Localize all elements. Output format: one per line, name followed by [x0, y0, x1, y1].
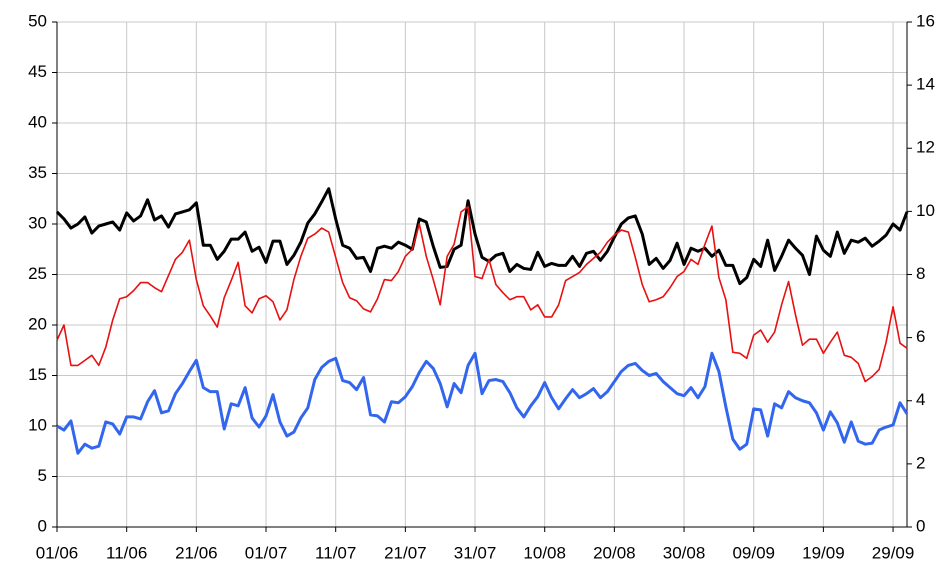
- x-tick-label: 21/06: [175, 543, 218, 562]
- y2-tick-label: 16: [916, 11, 935, 30]
- y-tick-label: 5: [38, 466, 47, 485]
- series-line: [55, 187, 909, 286]
- x-tick-label: 20/08: [593, 543, 636, 562]
- x-tick-label: 01/06: [36, 543, 79, 562]
- y-tick-label: 50: [28, 11, 47, 30]
- x-tick-label: 09/09: [732, 543, 775, 562]
- y-tick-label: 45: [28, 62, 47, 81]
- y2-tick-label: 8: [916, 264, 925, 283]
- series-line: [56, 206, 908, 383]
- y2-tick-label: 12: [916, 138, 935, 157]
- y-tick-label: 20: [28, 314, 47, 333]
- y2-tick-label: 10: [916, 201, 935, 220]
- y-tick-label: 35: [28, 163, 47, 182]
- y-tick-label: 10: [28, 415, 47, 434]
- x-tick-label: 29/09: [872, 543, 915, 562]
- series-line: [56, 351, 909, 455]
- x-tick-label: 19/09: [802, 543, 845, 562]
- y-tick-label: 15: [28, 365, 47, 384]
- y-tick-label: 25: [28, 264, 47, 283]
- y2-tick-label: 2: [916, 453, 925, 472]
- x-tick-label: 01/07: [245, 543, 288, 562]
- x-tick-label: 21/07: [384, 543, 427, 562]
- y2-tick-label: 6: [916, 327, 925, 346]
- y-tick-label: 40: [28, 112, 47, 131]
- x-tick-label: 10/08: [523, 543, 566, 562]
- y2-tick-label: 4: [916, 390, 925, 409]
- x-tick-label: 30/08: [663, 543, 706, 562]
- y-tick-label: 30: [28, 213, 47, 232]
- y2-tick-label: 14: [916, 75, 935, 94]
- y2-tick-label: 0: [916, 516, 925, 535]
- x-tick-label: 11/07: [315, 543, 356, 562]
- x-tick-label: 11/06: [106, 543, 147, 562]
- y-tick-label: 0: [38, 516, 47, 535]
- x-tick-label: 31/07: [454, 543, 497, 562]
